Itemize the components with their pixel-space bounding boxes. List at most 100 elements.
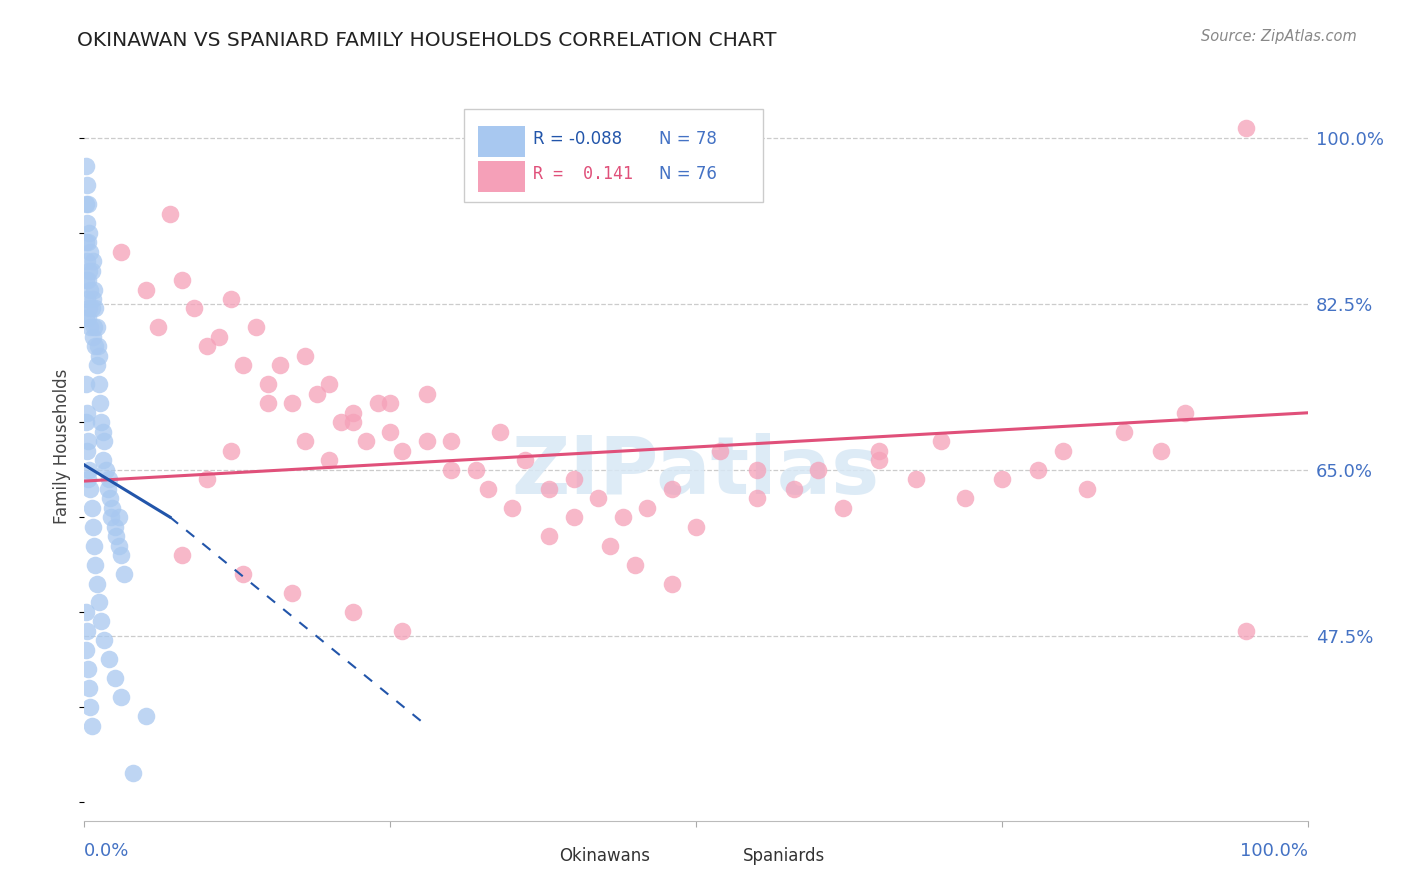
Point <box>562 510 585 524</box>
Point <box>1052 443 1074 458</box>
Point <box>86 576 108 591</box>
Point <box>77 472 100 486</box>
Point <box>76 216 98 230</box>
Point <box>257 396 280 410</box>
Point <box>624 558 647 572</box>
Point <box>219 443 242 458</box>
Point <box>75 197 97 211</box>
Point <box>929 434 952 449</box>
Point <box>305 387 328 401</box>
Point <box>77 273 100 287</box>
Text: N = 76: N = 76 <box>659 165 717 183</box>
Point <box>1076 482 1098 496</box>
Point <box>281 396 304 410</box>
Point <box>1150 443 1173 458</box>
Point <box>685 519 707 533</box>
Point <box>513 453 536 467</box>
Point <box>75 159 97 173</box>
Point <box>79 320 101 334</box>
Point <box>538 482 561 496</box>
Point <box>76 406 98 420</box>
Point <box>172 548 194 562</box>
Point <box>100 510 122 524</box>
Text: Okinawans: Okinawans <box>560 847 650 865</box>
Point <box>76 624 98 638</box>
Point <box>77 463 100 477</box>
Point <box>76 443 98 458</box>
Point <box>84 339 107 353</box>
Point <box>77 301 100 316</box>
Point <box>83 320 105 334</box>
Point <box>380 396 402 410</box>
FancyBboxPatch shape <box>464 109 763 202</box>
Point <box>416 387 439 401</box>
Point <box>367 396 389 410</box>
Point <box>90 615 112 629</box>
FancyBboxPatch shape <box>478 126 524 157</box>
Point <box>82 254 104 268</box>
Point <box>342 415 364 429</box>
Point <box>77 197 100 211</box>
Text: OKINAWAN VS SPANIARD FAMILY HOUSEHOLDS CORRELATION CHART: OKINAWAN VS SPANIARD FAMILY HOUSEHOLDS C… <box>77 31 778 50</box>
Point <box>1174 406 1197 420</box>
Point <box>75 235 97 249</box>
Point <box>342 406 364 420</box>
Point <box>502 500 524 515</box>
Point <box>104 519 127 533</box>
Point <box>93 434 115 449</box>
Point <box>612 510 634 524</box>
Point <box>661 482 683 496</box>
Point <box>269 359 291 373</box>
Point <box>84 301 107 316</box>
Point <box>110 690 132 705</box>
Point <box>96 463 118 477</box>
Point <box>97 482 120 496</box>
FancyBboxPatch shape <box>478 161 524 192</box>
Point <box>84 558 107 572</box>
FancyBboxPatch shape <box>516 844 553 870</box>
Point <box>953 491 976 505</box>
Point <box>104 672 127 686</box>
Point <box>101 500 124 515</box>
Point <box>77 434 100 449</box>
Point <box>807 463 830 477</box>
Point <box>709 443 731 458</box>
Point <box>195 472 218 486</box>
Point <box>869 453 891 467</box>
Point <box>991 472 1014 486</box>
Point <box>82 330 104 344</box>
Text: Spaniards: Spaniards <box>742 847 825 865</box>
Text: R =  0.141: R = 0.141 <box>533 165 633 183</box>
Text: R = -0.088: R = -0.088 <box>533 130 623 148</box>
Point <box>281 586 304 600</box>
Point <box>586 491 609 505</box>
Point <box>77 235 100 249</box>
Point <box>90 415 112 429</box>
Point <box>538 529 561 543</box>
Point <box>89 396 111 410</box>
Point <box>80 263 103 277</box>
Point <box>110 244 132 259</box>
Point <box>905 472 928 486</box>
Point <box>330 415 353 429</box>
Point <box>1028 463 1050 477</box>
Point <box>391 624 413 638</box>
Point <box>354 434 377 449</box>
Point <box>1236 121 1258 136</box>
Point <box>380 425 402 439</box>
Point <box>391 443 413 458</box>
Point <box>83 283 105 297</box>
Point <box>75 273 97 287</box>
Point <box>232 567 254 582</box>
Point <box>318 377 340 392</box>
Point <box>76 254 98 268</box>
Point <box>97 472 120 486</box>
Point <box>219 292 242 306</box>
Point <box>87 595 110 609</box>
Point <box>172 273 194 287</box>
Point <box>105 529 128 543</box>
Point <box>76 292 98 306</box>
Point <box>76 178 98 193</box>
Point <box>661 576 683 591</box>
FancyBboxPatch shape <box>700 844 737 870</box>
